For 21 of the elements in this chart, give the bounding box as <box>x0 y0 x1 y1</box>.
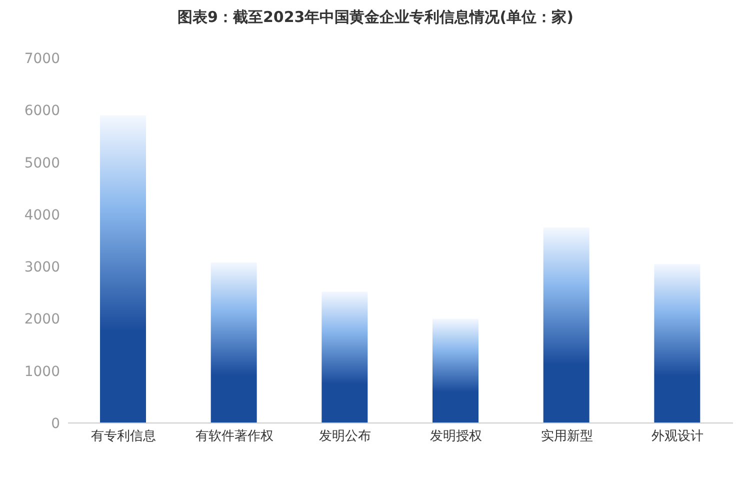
x-tick-label: 实用新型 <box>540 429 593 444</box>
y-tick-label: 4000 <box>24 207 60 224</box>
bar <box>543 227 590 423</box>
y-tick-label: 7000 <box>24 50 60 67</box>
chart-title: 图表9：截至2023年中国黄金企业专利信息情况(单位：家) <box>176 8 574 28</box>
x-tick-label: 发明公布 <box>319 429 372 444</box>
x-tick-label: 有软件著作权 <box>195 429 274 444</box>
bar <box>432 318 478 423</box>
bar <box>210 262 257 423</box>
y-tick-label: 0 <box>51 416 60 432</box>
x-tick-label: 外观设计 <box>652 429 704 444</box>
bar <box>100 115 146 423</box>
y-tick-label: 1000 <box>24 364 60 380</box>
x-tick-label: 发明授权 <box>430 429 482 444</box>
y-tick-label: 3000 <box>24 260 60 276</box>
y-tick-label: 6000 <box>24 103 60 120</box>
bar <box>654 264 700 423</box>
y-tick-label: 2000 <box>24 312 60 328</box>
y-tick-label: 5000 <box>24 155 60 172</box>
bar <box>322 292 368 423</box>
x-tick-label: 有专利信息 <box>90 429 156 444</box>
